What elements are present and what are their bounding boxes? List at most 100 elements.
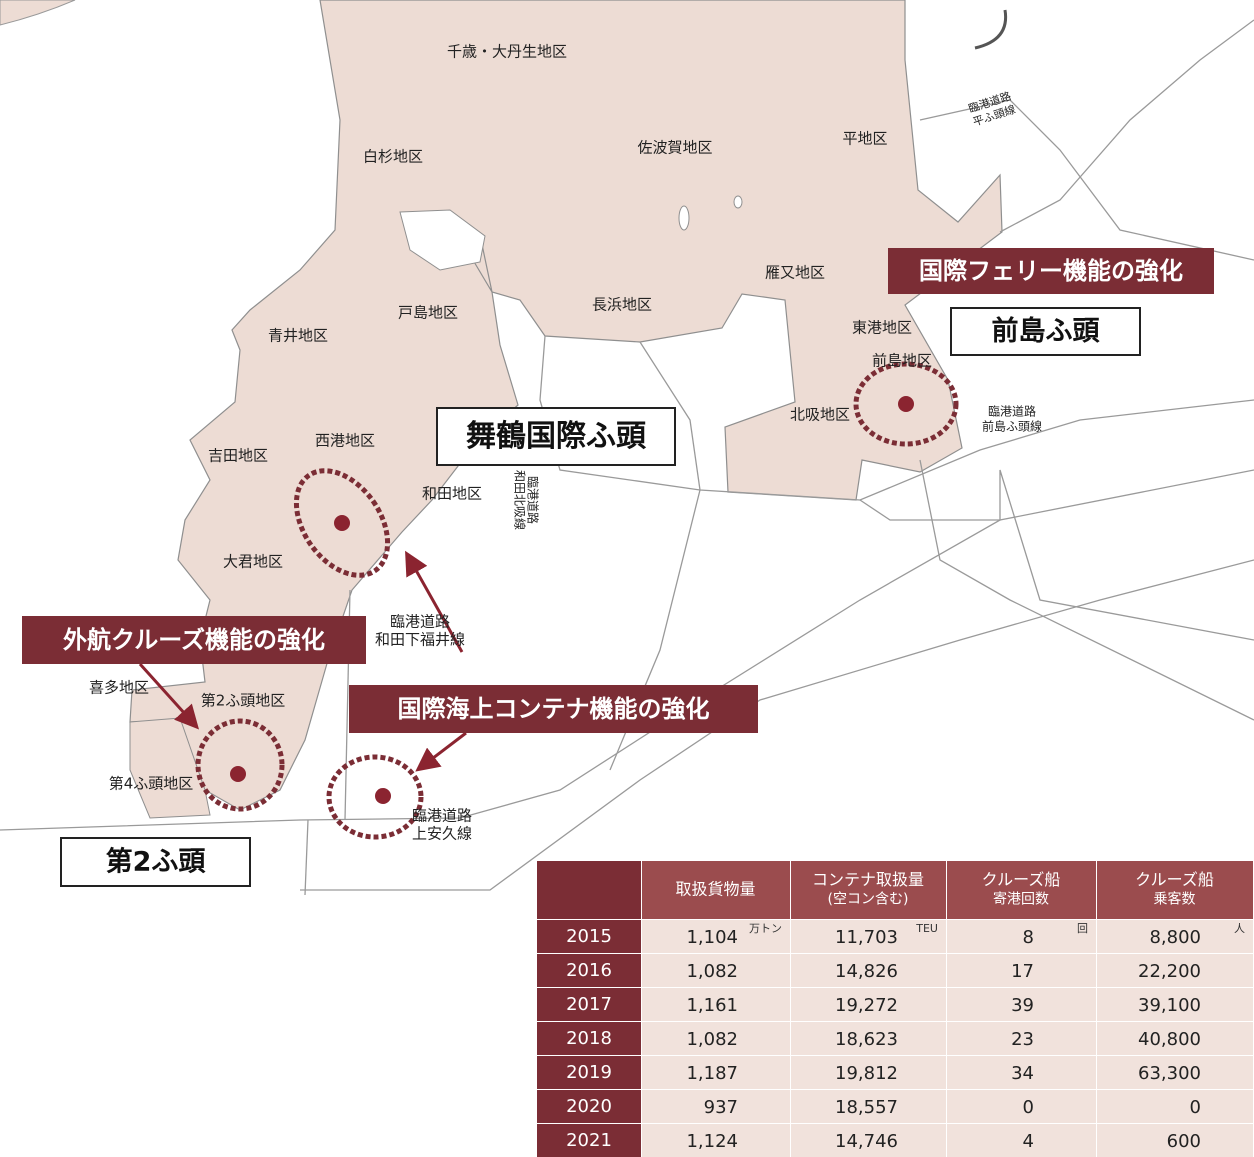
table-value: 18,557	[835, 1097, 898, 1118]
table-cell	[1097, 1124, 1253, 1157]
table-cell	[1097, 1090, 1253, 1123]
table-header-text: クルーズ船	[982, 870, 1061, 889]
table-year: 2018	[566, 1028, 612, 1049]
road-label: 臨港道路	[988, 404, 1036, 419]
district-label: 西港地区	[315, 432, 375, 450]
table-header-text: (空コン含む)	[828, 892, 909, 908]
table-value: 1,187	[686, 1063, 738, 1084]
table-header-cell	[1097, 861, 1253, 919]
table-cell	[1097, 1056, 1253, 1089]
table-cell	[1097, 1022, 1253, 1055]
table-cell	[642, 1090, 790, 1123]
table-value: 40,800	[1138, 1029, 1201, 1050]
table-cell	[791, 1056, 946, 1089]
site-dot	[375, 788, 391, 804]
table-cell	[947, 1124, 1096, 1157]
district-label: 雁又地区	[765, 264, 825, 282]
road-label: 臨港道路	[390, 613, 450, 631]
table-cell	[791, 954, 946, 987]
table-cell	[791, 1090, 946, 1123]
table-year: 2016	[566, 960, 612, 981]
target-ring	[195, 718, 285, 812]
table-cell	[791, 1022, 946, 1055]
table-header-text: 寄港回数	[993, 891, 1049, 908]
district-label: 第2ふ頭地区	[201, 692, 286, 710]
table-year: 2015	[566, 926, 612, 947]
table-cell	[947, 920, 1096, 953]
table-cell	[642, 954, 790, 987]
table-header-cell	[947, 861, 1096, 919]
table-year-cell	[537, 954, 641, 987]
site-dot	[898, 396, 914, 412]
table-year-cell	[537, 1124, 641, 1157]
district-label: 第4ふ頭地区	[109, 775, 194, 793]
target-ring	[326, 754, 424, 840]
district-label: 前島地区	[872, 352, 932, 370]
target-ring	[853, 361, 959, 447]
table-year: 2017	[566, 994, 612, 1015]
table-value: 17	[1011, 961, 1034, 982]
arrow	[405, 550, 464, 653]
table-cell	[642, 988, 790, 1021]
table-cell	[791, 988, 946, 1021]
table-cell	[791, 1124, 946, 1157]
arrow	[138, 662, 200, 730]
road-label: 臨港道路	[412, 807, 472, 825]
table-value: 14,826	[835, 961, 898, 982]
table-value: 937	[704, 1097, 738, 1118]
table-unit: 万トン	[749, 922, 782, 935]
table-year: 2019	[566, 1062, 612, 1083]
facility-name: 前島ふ頭	[992, 315, 1101, 347]
table-value: 0	[1190, 1097, 1201, 1118]
table-cell	[1097, 988, 1253, 1021]
table-cell	[947, 1056, 1096, 1089]
table-value: 1,124	[686, 1131, 738, 1152]
table-cell	[1097, 954, 1253, 987]
table-year: 2020	[566, 1096, 612, 1117]
site-dot	[230, 766, 246, 782]
table-year-cell	[537, 920, 641, 953]
table-value: 8	[1023, 927, 1034, 948]
table-unit: TEU	[915, 922, 938, 935]
facility-box	[60, 837, 251, 887]
table-year: 2021	[566, 1130, 612, 1151]
arrow	[415, 731, 467, 772]
callout-text: 外航クルーズ機能の強化	[63, 626, 325, 654]
district-label: 大君地区	[223, 553, 283, 571]
table-value: 39,100	[1138, 995, 1201, 1016]
road-label: 上安久線	[412, 825, 472, 843]
table-value: 23	[1011, 1029, 1034, 1050]
table-unit: 回	[1077, 922, 1088, 935]
table-header-cell	[642, 861, 790, 919]
road-label: 和田下福井線	[375, 631, 465, 649]
callout-banner	[349, 685, 758, 733]
table-value: 19,812	[835, 1063, 898, 1084]
table-value: 14,746	[835, 1131, 898, 1152]
table-value: 1,161	[686, 995, 738, 1016]
table-cell	[947, 1090, 1096, 1123]
district-label: 青井地区	[268, 327, 328, 345]
table-year-cell	[537, 988, 641, 1021]
table-value: 8,800	[1149, 927, 1201, 948]
table-cell	[642, 1022, 790, 1055]
district-label: 戸島地区	[398, 304, 458, 322]
district-label: 吉田地区	[208, 447, 268, 465]
table-year-cell	[537, 1090, 641, 1123]
table-cell	[1097, 920, 1253, 953]
district-label: 千歳・大丹生地区	[447, 43, 567, 61]
table-cell	[947, 1022, 1096, 1055]
callout-text: 国際海上コンテナ機能の強化	[398, 695, 710, 723]
table-value: 1,082	[686, 1029, 738, 1050]
table-value: 39	[1011, 995, 1034, 1016]
table-cell	[642, 1124, 790, 1157]
table-value: 18,623	[835, 1029, 898, 1050]
district-label: 東港地区	[852, 319, 912, 337]
facility-box	[950, 307, 1141, 356]
table-value: 1,082	[686, 961, 738, 982]
table-year-cell	[537, 1056, 641, 1089]
callout-text: 国際フェリー機能の強化	[919, 257, 1183, 285]
district-label: 平地区	[842, 130, 887, 148]
table-header-corner	[537, 861, 641, 919]
table-value: 34	[1011, 1063, 1034, 1084]
